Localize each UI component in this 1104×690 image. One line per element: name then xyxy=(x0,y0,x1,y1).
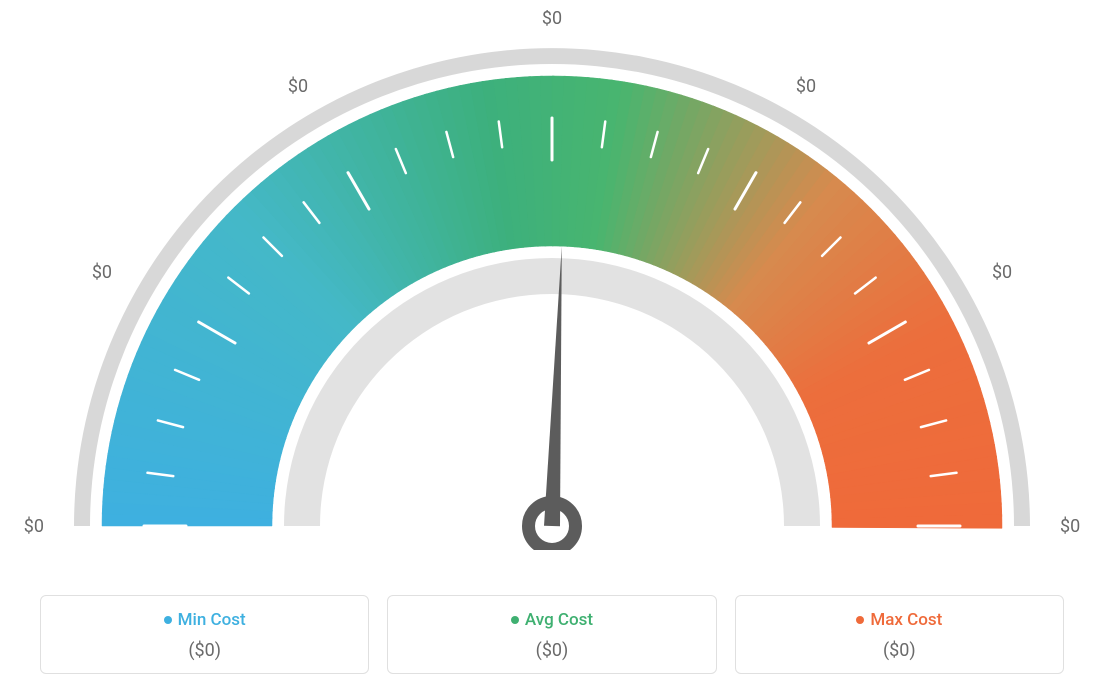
legend-row: Min Cost ($0) Avg Cost ($0) Max Cost ($0… xyxy=(0,595,1104,674)
svg-text:$0: $0 xyxy=(92,262,112,283)
legend-label-avg: Avg Cost xyxy=(525,610,593,630)
legend-title-avg: Avg Cost xyxy=(400,610,703,630)
svg-text:$0: $0 xyxy=(992,262,1012,283)
gauge-chart: $0 $0 $0 $0 $0 $0 $0 xyxy=(0,10,1104,550)
legend-card-avg: Avg Cost ($0) xyxy=(387,595,716,674)
legend-label-max: Max Cost xyxy=(870,610,942,630)
svg-text:$0: $0 xyxy=(288,76,308,97)
svg-text:$0: $0 xyxy=(796,76,816,97)
legend-dot-avg xyxy=(511,616,519,624)
legend-card-max: Max Cost ($0) xyxy=(735,595,1064,674)
svg-text:$0: $0 xyxy=(1060,516,1080,537)
svg-text:$0: $0 xyxy=(542,10,562,29)
legend-dot-max xyxy=(856,616,864,624)
gauge-svg: $0 $0 $0 $0 $0 $0 $0 xyxy=(0,10,1104,550)
legend-value-max: ($0) xyxy=(748,640,1051,661)
legend-title-min: Min Cost xyxy=(53,610,356,630)
legend-value-avg: ($0) xyxy=(400,640,703,661)
legend-label-min: Min Cost xyxy=(178,610,246,630)
svg-text:$0: $0 xyxy=(24,516,44,537)
legend-card-min: Min Cost ($0) xyxy=(40,595,369,674)
legend-value-min: ($0) xyxy=(53,640,356,661)
legend-dot-min xyxy=(164,616,172,624)
legend-title-max: Max Cost xyxy=(748,610,1051,630)
